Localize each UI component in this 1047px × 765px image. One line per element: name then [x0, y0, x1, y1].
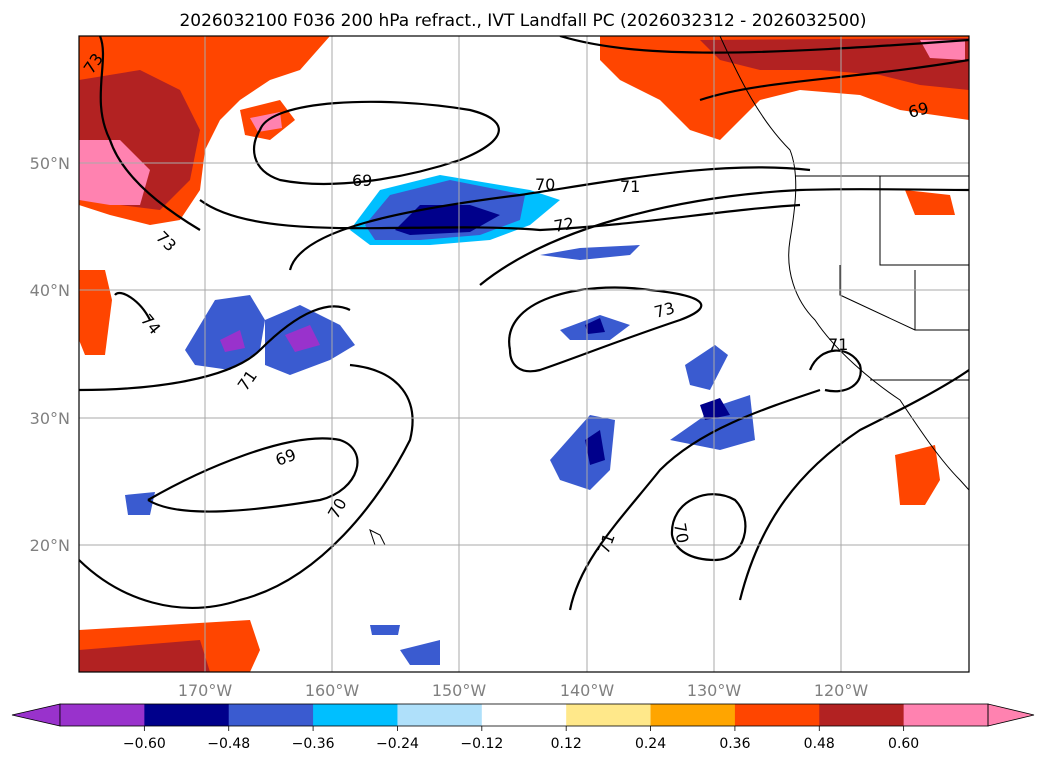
colorbar-tick-label: −0.36: [292, 736, 335, 752]
colorbar-tick-label: −0.48: [207, 736, 250, 752]
colorbar-segment: [144, 704, 230, 726]
neg-fill-west2-purple: [285, 325, 320, 352]
contour-73-loop: [508, 286, 703, 373]
contour-label: 72: [552, 214, 575, 236]
neg-fill-mid-dark: [585, 318, 605, 334]
plot-title: 2026032100 F036 200 hPa refract., IVT La…: [179, 11, 866, 31]
colorbar-tick-label: 0.48: [804, 736, 835, 752]
colorbar-segment: [734, 704, 820, 726]
contour-69-south: [147, 437, 359, 513]
contour-label: 71: [620, 177, 640, 196]
contour-69-ne: [699, 58, 969, 102]
contour-label: 73: [652, 298, 677, 322]
contour-70-circle: [670, 493, 747, 562]
colorbar-tick-label: −0.60: [123, 736, 166, 752]
contour-71-sw: [79, 305, 351, 392]
contour-73-nw: [98, 36, 201, 231]
state-line-1: [879, 176, 969, 266]
neg-fill-south-dark: [585, 430, 605, 465]
lat-label: 20°N: [30, 536, 70, 555]
lat-label: 30°N: [30, 409, 70, 428]
contour-label: 69: [352, 171, 372, 190]
colorbar-segment: [819, 704, 905, 726]
colorbar-segment: [60, 704, 145, 726]
contour-label: 70: [670, 521, 692, 544]
colorbar-extend-left: [11, 703, 61, 727]
neg-fill-small-left: [125, 492, 155, 515]
contour-69: [252, 100, 500, 186]
lon-label: 170°W: [178, 681, 233, 700]
contour-label: 70: [535, 175, 555, 194]
lat-label: 40°N: [30, 281, 70, 300]
neg-fill-west-purple: [220, 330, 245, 352]
pos-fill-southwest-dark: [79, 640, 210, 672]
state-line-2: [839, 265, 969, 331]
colorbar-segment: [566, 704, 652, 726]
lon-label: 120°W: [814, 681, 869, 700]
pos-fill-northwest-pink: [79, 140, 150, 205]
colorbar-segment: [650, 704, 736, 726]
contour-72: [199, 199, 801, 232]
colorbar-tick-label: 0.36: [719, 736, 750, 752]
colorbar-tick-label: −0.24: [376, 736, 419, 752]
colorbar-tick-label: −0.12: [460, 736, 503, 752]
pos-fill-baja: [895, 445, 940, 505]
neg-fill-east-dark: [700, 398, 730, 420]
lon-label: 160°W: [305, 681, 360, 700]
colorbar-segment: [228, 704, 314, 726]
map-frame: [78, 35, 970, 673]
contour-71-north: [479, 188, 969, 286]
colorbar: −0.60 −0.48 −0.36 −0.24 −0.12 0.12 0.24 0.36 0.4…: [11, 703, 1035, 752]
colorbar-segment: [903, 704, 989, 726]
contour-70-south: [79, 363, 414, 609]
colorbar-frame: [59, 703, 989, 727]
colorbar-segment: [481, 704, 567, 726]
lon-label: 140°W: [560, 681, 615, 700]
pos-fill-north-pink: [920, 40, 965, 60]
lon-label: 130°W: [687, 681, 742, 700]
contour-east: [738, 369, 969, 601]
contour-label: 69: [906, 98, 931, 122]
colorbar-segment: [313, 704, 398, 726]
colorbar-tick-label: 0.12: [551, 736, 582, 752]
contour-70-north: [288, 166, 811, 271]
neg-fill-bottom: [400, 640, 440, 665]
map-panel: 73 69 70 71 72 73 74 71 69 70 71 70 73 7…: [78, 35, 970, 673]
colorbar-tick-label: 0.60: [888, 736, 919, 752]
pos-fill-west-edge: [79, 270, 112, 355]
contour-74: [114, 292, 151, 321]
contour-label: 71: [828, 335, 848, 354]
neg-fill-strip: [540, 245, 640, 260]
neg-fill-east: [670, 395, 755, 450]
graticule: [79, 36, 969, 672]
colorbar-extend-right: [987, 703, 1035, 727]
longitude-labels: 170°W 160°W 150°W 140°W 130°W 120°W: [178, 681, 869, 700]
pos-fill-bc-coast: [905, 190, 955, 215]
lon-label: 150°W: [432, 681, 487, 700]
neg-fill-east2: [685, 345, 728, 390]
contour-north-top: [559, 36, 969, 54]
neg-fill-bottom2: [370, 625, 400, 635]
contour-71-circle: [808, 349, 862, 393]
colorbar-segment: [397, 704, 483, 726]
colorbar-tick-label: 0.24: [635, 736, 666, 752]
latitude-labels: 50°N 40°N 30°N 20°N: [30, 154, 70, 555]
lat-label: 50°N: [30, 154, 70, 173]
